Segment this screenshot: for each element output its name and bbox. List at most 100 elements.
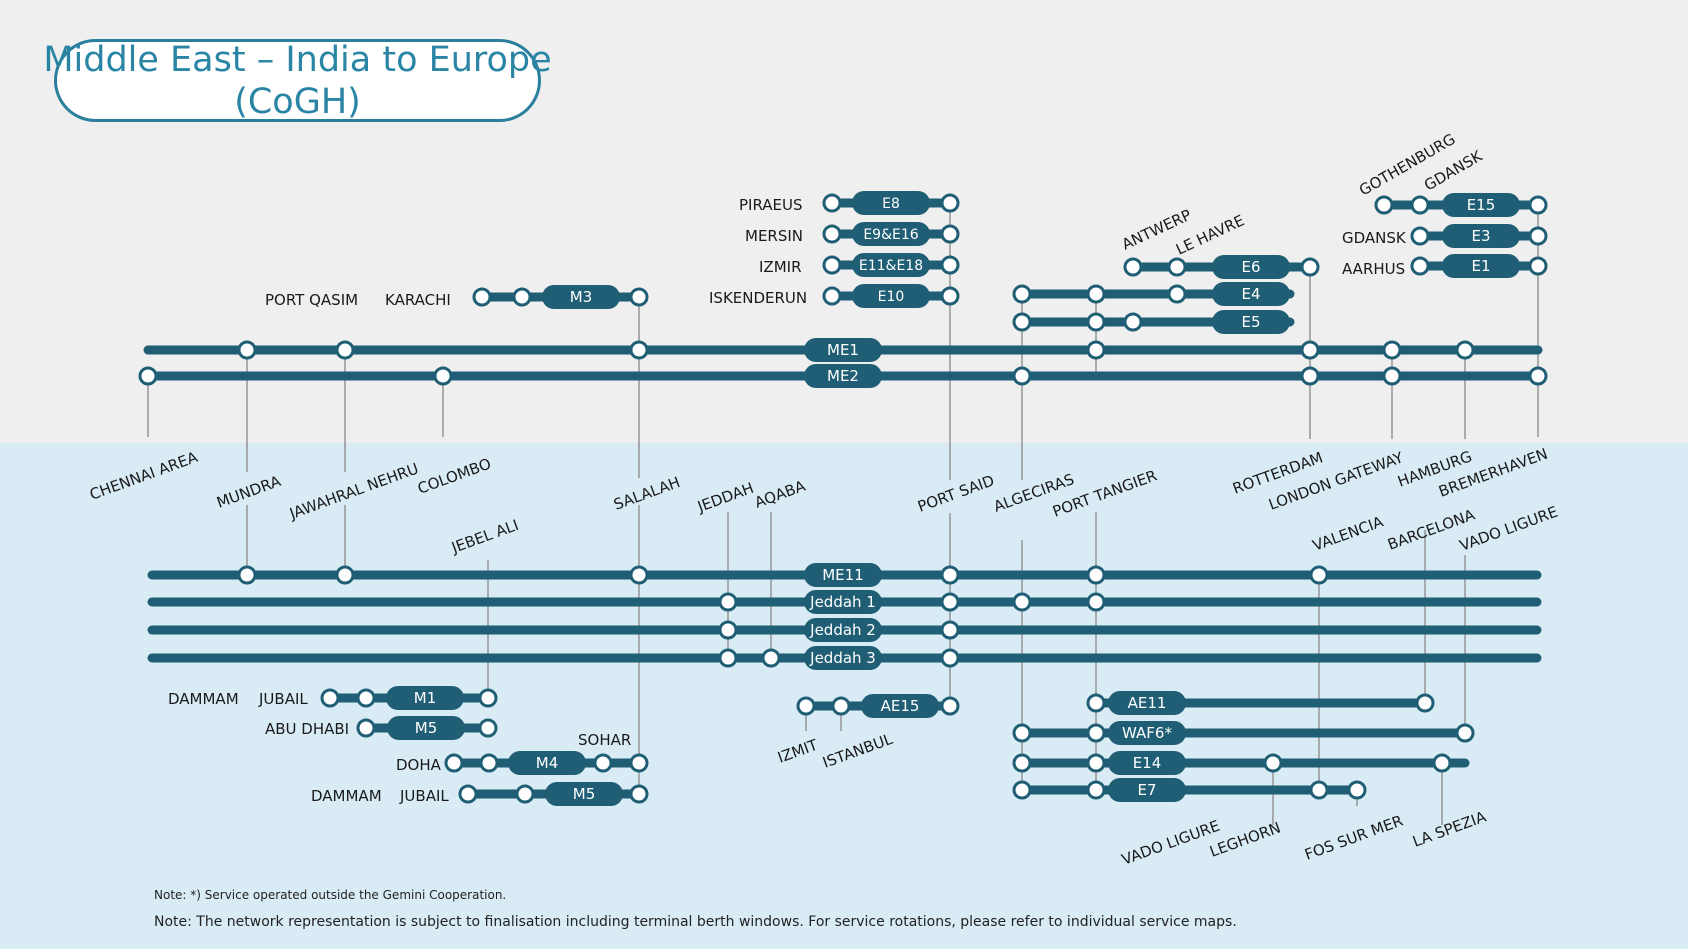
port-stop-circle [1012,753,1032,773]
port-stop-circle [1086,753,1106,773]
port-label: SALALAH [611,473,682,514]
service-pill [852,191,930,215]
port-stop-circle [237,340,257,360]
port-stop-circle [822,255,842,275]
port-label: KARACHI [385,291,451,309]
service-label: E14 [1133,754,1162,772]
port-label: DOHA [396,756,442,774]
bottom-region-background [0,443,1688,949]
port-stop-circle [1455,340,1475,360]
service-label: E6 [1241,258,1260,276]
service-pill [1108,751,1186,775]
port-stop-circle [1410,226,1430,246]
port-stop-circle [940,224,960,244]
port-stop-circle [1086,592,1106,612]
port-stop-circle [629,753,649,773]
service-label: ME11 [822,566,864,584]
service-pill [1108,691,1186,715]
service-pill [1212,310,1290,334]
service-label: E3 [1471,227,1490,245]
port-stop-circle [335,565,355,585]
port-label: ISKENDERUN [709,289,807,307]
port-stop-circle [444,753,464,773]
port-label: CHENNAI AREA [87,448,201,504]
port-stop-circle [458,784,478,804]
port-stop-circle [822,224,842,244]
port-stop-circle [718,620,738,640]
port-stop-circle [761,648,781,668]
port-label: DAMMAM [168,690,239,708]
port-stop-circle [1347,780,1367,800]
service-pill [804,590,882,614]
port-label: VALENCIA [1310,512,1386,554]
port-stop-circle [1528,366,1548,386]
port-stop-circle [1410,256,1430,276]
port-label: PORT QASIM [265,291,358,309]
port-stop-circle [1086,780,1106,800]
port-label: AARHUS [1342,260,1405,278]
port-stop-circle [1123,312,1143,332]
port-stop-circle [718,648,738,668]
port-stop-circle [512,287,532,307]
service-pill [1212,282,1290,306]
port-stop-circle [940,620,960,640]
port-stop-circle [593,753,613,773]
service-label: ME2 [827,367,859,385]
port-stop-circle [940,592,960,612]
service-label: M3 [570,288,593,306]
port-label: JUBAIL [399,787,449,805]
port-stop-circle [1167,257,1187,277]
port-stop-circle [1012,592,1032,612]
service-label: M5 [573,785,596,803]
port-stop-circle [320,688,340,708]
port-stop-circle [1086,312,1106,332]
port-stop-circle [1012,723,1032,743]
port-label: ISTANBUL [820,730,895,772]
port-label: FOS SUR MER [1302,812,1405,864]
port-stop-circle [1167,284,1187,304]
service-label: E11&E18 [859,258,923,274]
port-stop-circle [629,340,649,360]
port-stop-circle [1012,780,1032,800]
port-label: JAWAHRAL NEHRU [286,459,421,523]
port-stop-circle [1086,565,1106,585]
port-stop-circle [1086,340,1106,360]
service-label: E15 [1467,196,1496,214]
service-pill [1108,778,1186,802]
port-label: IZMIT [775,735,821,766]
service-label: AE15 [881,697,920,715]
port-stop-circle [940,648,960,668]
service-pill [852,284,930,308]
service-label: AE11 [1128,694,1167,712]
port-stop-circle [1123,257,1143,277]
port-stop-circle [629,287,649,307]
port-stop-circle [1263,753,1283,773]
port-stop-circle [1300,366,1320,386]
port-stop-circle [822,193,842,213]
port-stop-circle [237,565,257,585]
port-label: GOTHENBURG [1356,130,1458,200]
port-stop-circle [1086,723,1106,743]
service-label: E5 [1241,313,1260,331]
service-pill [852,253,930,277]
service-label: E9&E16 [863,227,918,243]
port-label: VADO LIGURE [1119,817,1222,869]
port-stop-circle [138,366,158,386]
port-label: JUBAIL [258,690,308,708]
port-stop-circle [822,286,842,306]
service-label: E1 [1471,257,1490,275]
service-pill [852,222,930,246]
port-stop-circle [335,340,355,360]
title-box: Middle East – India to Europe (CoGH) [43,39,552,122]
port-stop-circle [478,718,498,738]
service-pill [1212,255,1290,279]
port-stop-circle [1382,340,1402,360]
port-stop-circle [1309,565,1329,585]
service-pill [804,364,882,388]
service-pill [1442,254,1520,278]
service-pill [545,782,623,806]
port-label: DAMMAM [311,787,382,805]
port-stop-circle [1410,195,1430,215]
